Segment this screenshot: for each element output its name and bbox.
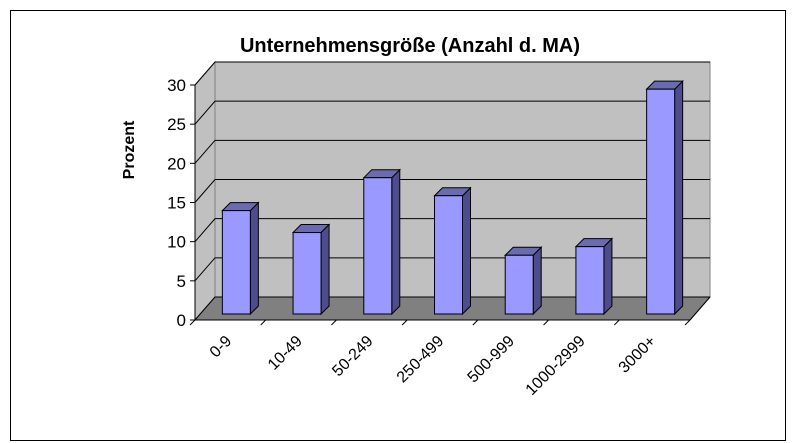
chart-title: Unternehmensgröße (Anzahl d. MA) [240,35,580,57]
bar [363,177,393,315]
bar [646,88,676,315]
bar-side [249,201,259,316]
bar-side [462,186,471,316]
grid-line [194,218,710,242]
y-tick-label: 20 [167,154,186,173]
y-tick-label: 5 [177,272,186,291]
y-tick-label: 15 [167,194,186,213]
y-tick-label: 10 [167,233,186,252]
grid-line [194,100,710,125]
x-tick [331,319,337,326]
grid-line [194,179,710,203]
bar-side [391,168,401,316]
bar [434,195,463,315]
grid-line [194,61,710,86]
x-tick [260,319,267,326]
y-tick-label: 30 [167,76,186,95]
bar-side [532,246,542,316]
grid-line [194,257,710,282]
grid-line [194,296,710,321]
x-tick [684,319,691,326]
bar [292,232,322,315]
bar [221,210,251,315]
bar-side [603,237,613,316]
bar-side [674,79,684,316]
bar-side [320,223,330,316]
grid-line [194,139,710,164]
y-tick-label: 25 [167,115,186,134]
y-tick-label: 0 [177,311,186,330]
x-axis-depth [689,296,711,321]
bar [575,246,605,315]
x-tick [472,319,479,326]
x-tick [401,319,408,326]
x-tick [543,319,549,326]
bar [504,254,534,315]
x-tick [189,319,196,326]
y-axis-label: Prozent [121,120,138,179]
x-tick [613,319,620,326]
